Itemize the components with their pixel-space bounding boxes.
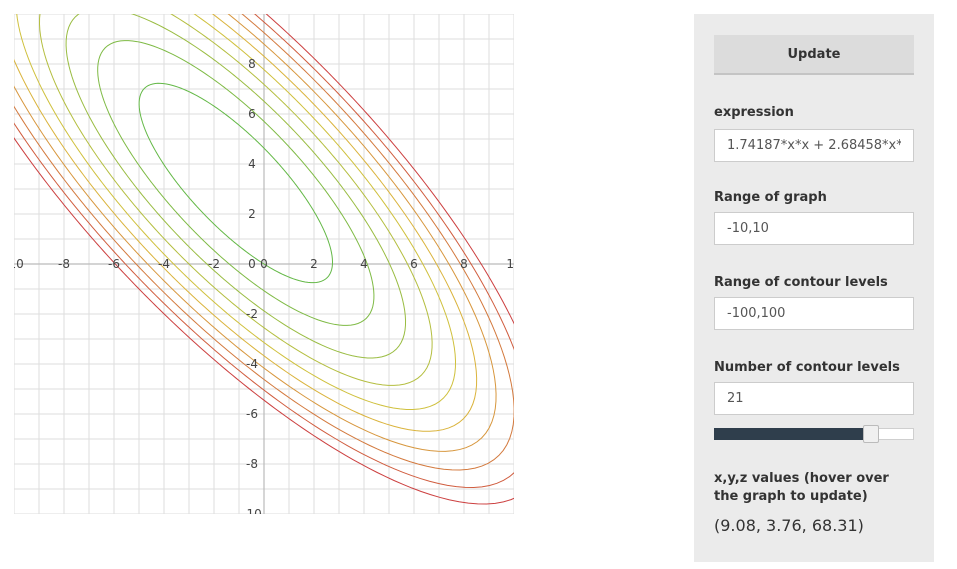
y-tick-label: -2 xyxy=(246,307,258,321)
levels-input[interactable] xyxy=(714,382,914,415)
expression-input[interactable] xyxy=(714,129,914,162)
x-tick-label: 2 xyxy=(310,257,318,271)
contour-line-level-35 xyxy=(38,14,433,386)
x-tick-label: -4 xyxy=(158,257,170,271)
levels-slider[interactable] xyxy=(714,425,914,443)
y-tick-label: 4 xyxy=(248,157,256,171)
slider-fill xyxy=(714,428,872,440)
x-tick-label: 4 xyxy=(360,257,368,271)
y-tick-label: -10 xyxy=(242,507,262,514)
contour-line-level-5 xyxy=(138,82,333,284)
contour-graph[interactable]: -10 -8 -6 -4 -2 0 2 4 6 8 10 8 6 4 2 0 -2 -4 -6 -8 -10 xyxy=(14,14,514,514)
contour-lines xyxy=(14,14,514,505)
x-tick-label: 0 xyxy=(260,257,268,271)
contour-line-level-95 xyxy=(14,14,514,505)
contour-line-level-85 xyxy=(14,14,514,488)
contour-range-input[interactable] xyxy=(714,297,914,330)
x-tick-label: -8 xyxy=(58,257,70,271)
xyz-readout: (9.08, 3.76, 68.31) xyxy=(714,516,864,535)
contour-line-level-45 xyxy=(16,14,457,411)
hover-label: x,y,z values (hover over the graph to up… xyxy=(714,471,889,504)
x-tick-label: 6 xyxy=(410,257,418,271)
slider-thumb[interactable] xyxy=(863,425,880,443)
contour-line-level-15 xyxy=(97,40,375,326)
contour-line-level-75 xyxy=(14,14,514,471)
expression-label: expression xyxy=(714,105,794,120)
update-button[interactable]: Update xyxy=(714,35,914,75)
contour-line-level-65 xyxy=(14,14,497,452)
contour-line-level-55 xyxy=(14,14,478,432)
x-tick-label: 10 xyxy=(506,257,514,271)
contour-plot-svg[interactable]: -10 -8 -6 -4 -2 0 2 4 6 8 10 8 6 4 2 0 -2 -4 -6 -8 -10 xyxy=(14,14,514,514)
contour-range-label: Range of contour levels xyxy=(714,275,888,290)
y-tick-label: 8 xyxy=(248,57,256,71)
x-tick-label: 8 xyxy=(460,257,468,271)
contour-line-level-25 xyxy=(65,14,407,359)
y-tick-label: -8 xyxy=(246,457,258,471)
x-tick-label: -2 xyxy=(208,257,220,271)
controls-panel: Update expression Range of graph Range o… xyxy=(694,14,934,562)
x-tick-label: -10 xyxy=(14,257,24,271)
y-tick-label: -4 xyxy=(246,357,258,371)
y-tick-label: -6 xyxy=(246,407,258,421)
tick-labels: -10 -8 -6 -4 -2 0 2 4 6 8 10 8 6 4 2 0 -2 -4 -6 -8 -10 xyxy=(14,57,514,514)
range-label: Range of graph xyxy=(714,190,827,205)
levels-label: Number of contour levels xyxy=(714,360,900,375)
y-tick-label: 2 xyxy=(248,207,256,221)
x-tick-label: -6 xyxy=(108,257,120,271)
y-tick-label: 6 xyxy=(248,107,256,121)
y-tick-label: 0 xyxy=(248,257,256,271)
range-input[interactable] xyxy=(714,212,914,245)
